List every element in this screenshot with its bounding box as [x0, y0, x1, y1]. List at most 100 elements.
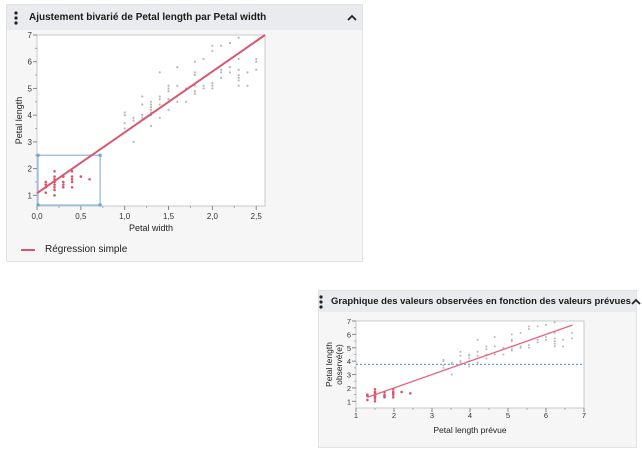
data-point	[536, 341, 539, 344]
data-point	[450, 373, 453, 376]
data-point	[373, 390, 377, 394]
data-point	[167, 90, 170, 93]
data-point	[158, 95, 161, 98]
data-point	[123, 122, 126, 125]
y-tick-label: 5	[28, 84, 33, 93]
kebab-menu-icon[interactable]	[7, 10, 25, 25]
data-point	[459, 350, 462, 353]
data-point	[553, 337, 556, 340]
legend-label: Régression simple	[45, 244, 128, 255]
data-point	[167, 98, 170, 101]
data-point	[468, 353, 471, 356]
data-point	[167, 84, 170, 87]
data-point	[79, 175, 83, 178]
data-point	[70, 185, 74, 189]
data-point	[167, 108, 170, 111]
data-point	[366, 398, 369, 402]
data-point	[502, 346, 505, 349]
selection-rectangle	[37, 154, 101, 206]
y-tick-label: 2	[347, 384, 351, 393]
legend-item[interactable]: Régression simple	[21, 244, 127, 255]
data-point	[141, 95, 144, 98]
data-point	[62, 185, 65, 189]
chevron-up-icon[interactable]	[342, 14, 362, 21]
data-point	[211, 44, 214, 47]
observed-vs-predicted-panel: Graphique des valeurs observées en fonct…	[318, 290, 641, 448]
bivariate-scatter-plot[interactable]: 0,0 0,5 1,0 1,5 2,0 2,5 1 2 3 4 5 6 7 Petal width Peta…	[7, 31, 362, 241]
data-point	[53, 194, 56, 197]
data-point	[228, 65, 232, 69]
data-point	[141, 103, 144, 106]
data-point	[53, 183, 56, 186]
y-axis-label: Petal length	[14, 97, 24, 145]
data-point	[373, 400, 377, 403]
data-point	[202, 84, 205, 87]
data-point	[527, 346, 530, 349]
x-tick-label: 5	[506, 411, 510, 420]
data-point	[510, 338, 513, 341]
data-point	[553, 332, 556, 335]
data-point	[400, 390, 403, 394]
data-point	[167, 87, 170, 90]
data-point	[141, 116, 144, 119]
data-point	[373, 387, 377, 391]
chevron-up-icon[interactable]	[631, 298, 641, 305]
data-point	[450, 361, 453, 364]
y-tick-label: 5	[347, 344, 351, 353]
data-point	[132, 140, 135, 143]
bivariate-fit-panel: Ajustement bivarié de Petal length par P…	[6, 4, 363, 262]
data-point	[158, 71, 161, 74]
data-point	[44, 180, 48, 184]
data-point	[237, 79, 240, 82]
data-point	[527, 328, 530, 331]
x-tick-label: 1,5	[163, 212, 175, 221]
data-point	[476, 354, 479, 357]
observed-vs-predicted-plot[interactable]: 1 2 3 4 5 6 7 1 2 3 4 5 6 7 Petal length prévue Petal l…	[319, 313, 636, 447]
y-axis-label: Petal length	[324, 342, 334, 387]
data-point	[468, 365, 471, 368]
plot-frame	[36, 34, 266, 207]
data-point	[220, 71, 223, 74]
data-point	[255, 57, 258, 61]
data-point	[158, 116, 161, 119]
data-point	[502, 353, 505, 356]
data-point	[158, 98, 161, 101]
y-axis-label: observé(e)	[334, 344, 344, 385]
data-point	[255, 68, 258, 71]
x-tick-label: 0,5	[75, 212, 87, 221]
y-tick-label: 1	[347, 397, 351, 406]
data-point	[220, 68, 223, 71]
data-point	[485, 348, 488, 351]
data-point	[409, 391, 412, 395]
data-point	[123, 127, 126, 130]
data-point	[545, 338, 547, 341]
selection-handle	[98, 153, 102, 157]
data-point	[527, 325, 530, 328]
x-tick-label: 1,0	[119, 212, 131, 221]
x-axis-label: Petal width	[129, 223, 173, 233]
y-tick-label: 6	[347, 330, 351, 339]
y-tick-label: 3	[347, 371, 351, 380]
data-point	[62, 180, 65, 184]
kebab-menu-icon[interactable]	[319, 294, 323, 309]
data-point	[53, 169, 56, 173]
data-point	[510, 348, 513, 351]
data-point	[442, 364, 445, 367]
panel-title: Ajustement bivarié de Petal length par P…	[29, 12, 267, 23]
x-tick-label: 0,0	[31, 212, 43, 221]
data-point	[70, 169, 74, 173]
data-point	[176, 65, 179, 69]
data-point	[246, 84, 249, 87]
data-point	[149, 124, 153, 127]
y-tick-label: 7	[28, 31, 33, 40]
data-point	[149, 103, 153, 106]
data-point	[202, 57, 205, 61]
data-point	[149, 106, 153, 109]
data-point	[141, 114, 144, 117]
data-point	[132, 116, 135, 119]
data-point	[53, 185, 56, 189]
panel-title: Graphique des valeurs observées en fonct…	[331, 296, 631, 307]
y-tick-label: 6	[28, 58, 33, 67]
data-point	[527, 344, 530, 347]
data-point	[237, 73, 240, 77]
